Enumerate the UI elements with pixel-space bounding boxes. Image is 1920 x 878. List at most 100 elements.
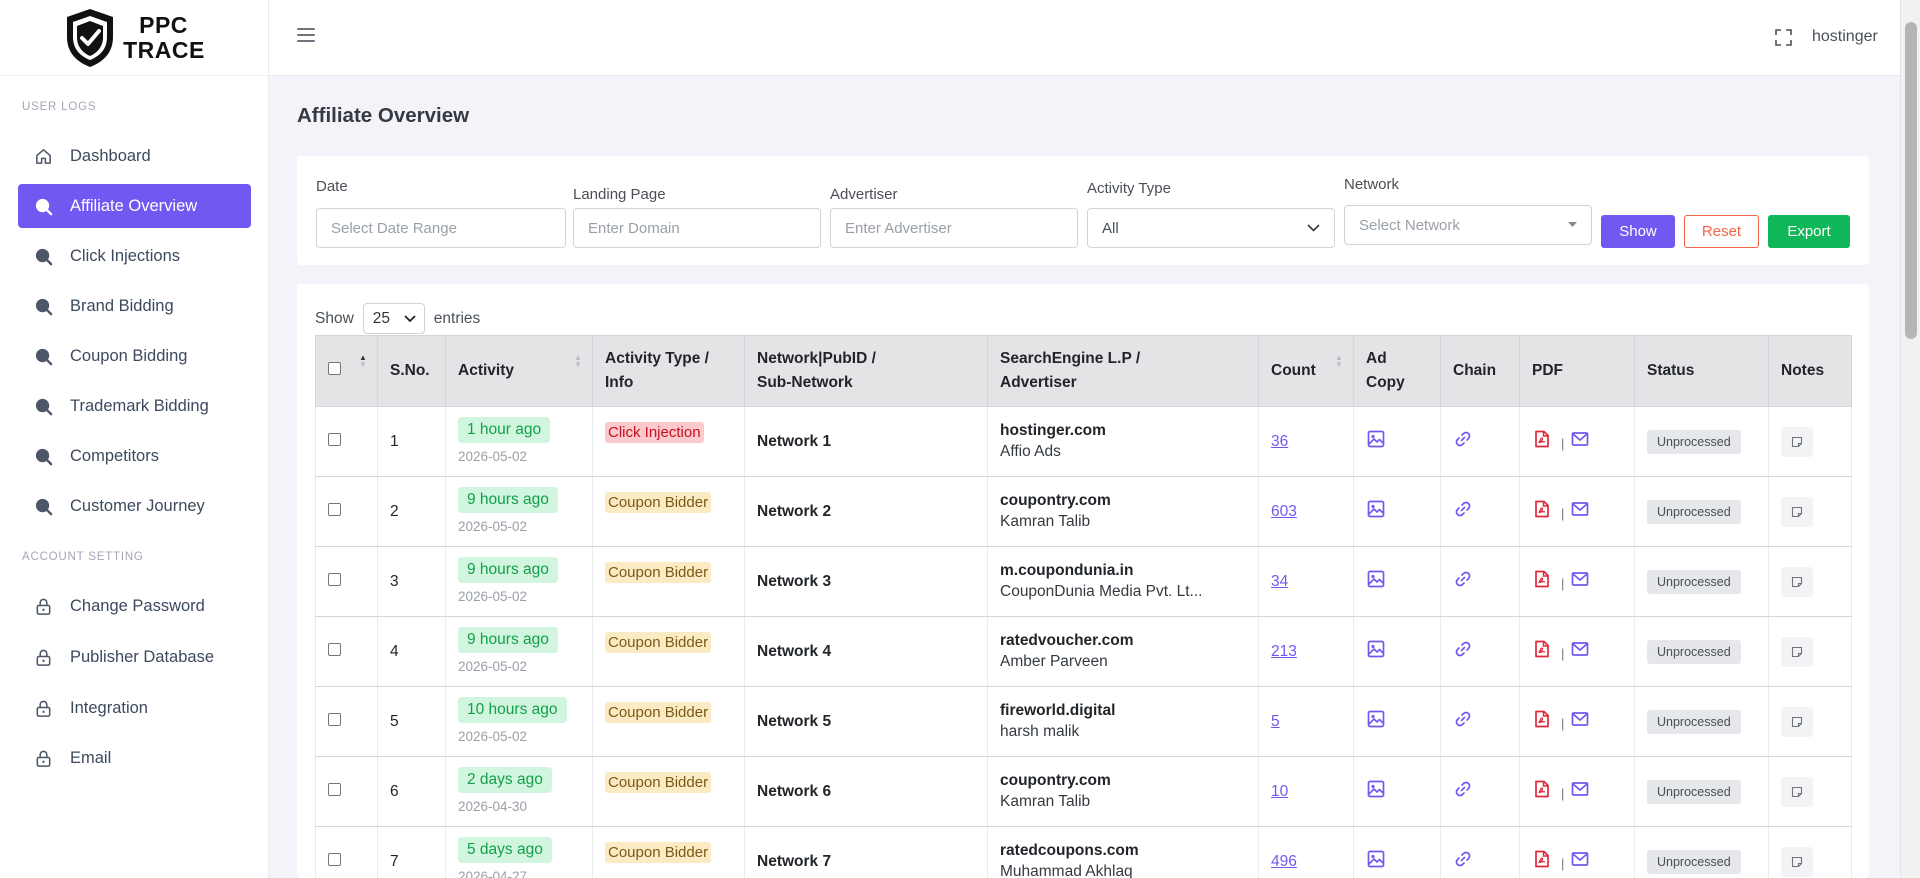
count-link[interactable]: 10: [1271, 782, 1289, 800]
cell-pdf: |: [1519, 686, 1635, 757]
sidebar-item-email[interactable]: Email: [18, 736, 251, 780]
pdf-icon[interactable]: [1532, 779, 1552, 804]
cell-pdf: |: [1519, 406, 1635, 477]
image-icon[interactable]: [1366, 850, 1386, 873]
link-icon[interactable]: [1453, 571, 1473, 593]
count-link[interactable]: 603: [1271, 502, 1297, 520]
count-link[interactable]: 496: [1271, 852, 1297, 870]
mail-icon[interactable]: [1570, 569, 1590, 594]
page-scrollbar[interactable]: [1900, 0, 1920, 878]
brand-logo[interactable]: PPC TRACE: [0, 0, 268, 76]
fullscreen-icon[interactable]: [1775, 29, 1792, 46]
image-icon[interactable]: [1366, 500, 1386, 523]
activity-date: 2026-05-02: [458, 449, 528, 464]
row-checkbox[interactable]: [328, 712, 341, 726]
sidebar-item-customer-journey[interactable]: Customer Journey: [18, 484, 251, 528]
sort-icon[interactable]: ▲ ▼: [359, 353, 367, 369]
row-checkbox[interactable]: [328, 782, 341, 796]
link-icon[interactable]: [1453, 781, 1473, 803]
sidebar-item-integration[interactable]: Integration: [18, 686, 251, 730]
note-icon[interactable]: [1781, 846, 1813, 877]
pdf-icon[interactable]: [1532, 709, 1552, 734]
reset-button[interactable]: Reset: [1684, 215, 1759, 248]
hamburger-menu-icon[interactable]: [297, 28, 315, 44]
cell-activity: 9 hours ago 2026-05-02: [445, 476, 593, 547]
show-button[interactable]: Show: [1601, 215, 1675, 248]
mail-icon[interactable]: [1570, 429, 1590, 454]
note-icon[interactable]: [1781, 426, 1813, 457]
count-link[interactable]: 36: [1271, 432, 1289, 450]
sidebar-item-trademark-bidding[interactable]: Trademark Bidding: [18, 384, 251, 428]
link-icon[interactable]: [1453, 641, 1473, 663]
activity-time-badge: 2 days ago: [458, 767, 552, 793]
search-icon: [33, 496, 53, 516]
pdf-icon[interactable]: [1532, 429, 1552, 454]
scrollbar-thumb[interactable]: [1905, 22, 1917, 339]
mail-icon[interactable]: [1570, 849, 1590, 874]
sidebar-item-competitors[interactable]: Competitors: [18, 434, 251, 478]
row-checkbox[interactable]: [328, 502, 341, 516]
image-icon[interactable]: [1366, 430, 1386, 453]
mail-icon[interactable]: [1570, 499, 1590, 524]
header-select-all[interactable]: ▲ ▼: [315, 335, 378, 407]
image-icon[interactable]: [1366, 710, 1386, 733]
sidebar-item-dashboard[interactable]: Dashboard: [18, 134, 251, 178]
note-icon[interactable]: [1781, 776, 1813, 807]
image-icon[interactable]: [1366, 640, 1386, 663]
cell-status: Unprocessed: [1634, 406, 1769, 477]
export-button[interactable]: Export: [1768, 215, 1850, 248]
link-icon[interactable]: [1453, 851, 1473, 873]
row-checkbox[interactable]: [328, 642, 341, 656]
note-icon[interactable]: [1781, 496, 1813, 527]
page-size-select[interactable]: 25: [362, 303, 425, 334]
sidebar-item-coupon-bidding[interactable]: Coupon Bidding: [18, 334, 251, 378]
landing-page-input[interactable]: Enter Domain: [573, 208, 821, 248]
mail-icon[interactable]: [1570, 639, 1590, 664]
note-icon[interactable]: [1781, 636, 1813, 667]
note-icon[interactable]: [1781, 566, 1813, 597]
date-range-input[interactable]: Select Date Range: [316, 208, 566, 248]
row-checkbox[interactable]: [328, 572, 341, 586]
image-icon[interactable]: [1366, 570, 1386, 593]
activity-date: 2026-05-02: [458, 659, 528, 674]
advertiser-input[interactable]: Enter Advertiser: [830, 208, 1078, 248]
network-select[interactable]: Select Network: [1344, 205, 1592, 245]
link-icon[interactable]: [1453, 711, 1473, 733]
image-icon[interactable]: [1366, 780, 1386, 803]
sort-icon[interactable]: ▲ ▼: [1335, 353, 1343, 369]
mail-icon[interactable]: [1570, 779, 1590, 804]
mail-icon[interactable]: [1570, 709, 1590, 734]
menu-title-account-setting: ACCOUNT SETTING: [22, 551, 144, 563]
sidebar-item-click-injections[interactable]: Click Injections: [18, 234, 251, 278]
count-link[interactable]: 213: [1271, 642, 1297, 660]
pdf-icon[interactable]: [1532, 849, 1552, 874]
pdf-icon[interactable]: [1532, 639, 1552, 664]
sidebar-item-brand-bidding[interactable]: Brand Bidding: [18, 284, 251, 328]
activity-type-select[interactable]: All: [1087, 208, 1335, 248]
home-icon: [33, 146, 53, 166]
select-all-checkbox[interactable]: [328, 362, 341, 375]
cell-ad-copy: [1353, 686, 1441, 757]
advertiser-name: Muhammad Akhlaq: [1000, 863, 1133, 878]
sort-icon[interactable]: ▲ ▼: [574, 353, 582, 369]
note-icon[interactable]: [1781, 706, 1813, 737]
link-icon[interactable]: [1453, 501, 1473, 523]
header-count[interactable]: Count ▲ ▼: [1258, 335, 1354, 407]
row-checkbox[interactable]: [328, 852, 341, 866]
table-card: Show 25 entries ▲ ▼ S.No. Activity ▲ ▼ Acti…: [297, 284, 1869, 878]
pdf-icon[interactable]: [1532, 499, 1552, 524]
sidebar-item-publisher-database[interactable]: Publisher Database: [18, 635, 251, 679]
row-checkbox[interactable]: [328, 432, 341, 446]
header-activity[interactable]: Activity ▲ ▼: [445, 335, 593, 407]
user-name[interactable]: hostinger: [1812, 28, 1878, 45]
count-link[interactable]: 34: [1271, 572, 1289, 590]
sidebar-item-affiliate-overview[interactable]: Affiliate Overview: [18, 184, 251, 228]
pdf-icon[interactable]: [1532, 569, 1552, 594]
count-link[interactable]: 5: [1271, 712, 1280, 730]
sidebar-item-change-password[interactable]: Change Password: [18, 584, 251, 628]
link-icon[interactable]: [1453, 431, 1473, 453]
header-searchengine: SearchEngine L.P / Advertiser: [987, 335, 1259, 407]
header-activity-label: Activity: [458, 362, 514, 379]
sidebar-item-label: Competitors: [70, 446, 159, 465]
landing-domain: m.coupondunia.in: [1000, 562, 1134, 579]
